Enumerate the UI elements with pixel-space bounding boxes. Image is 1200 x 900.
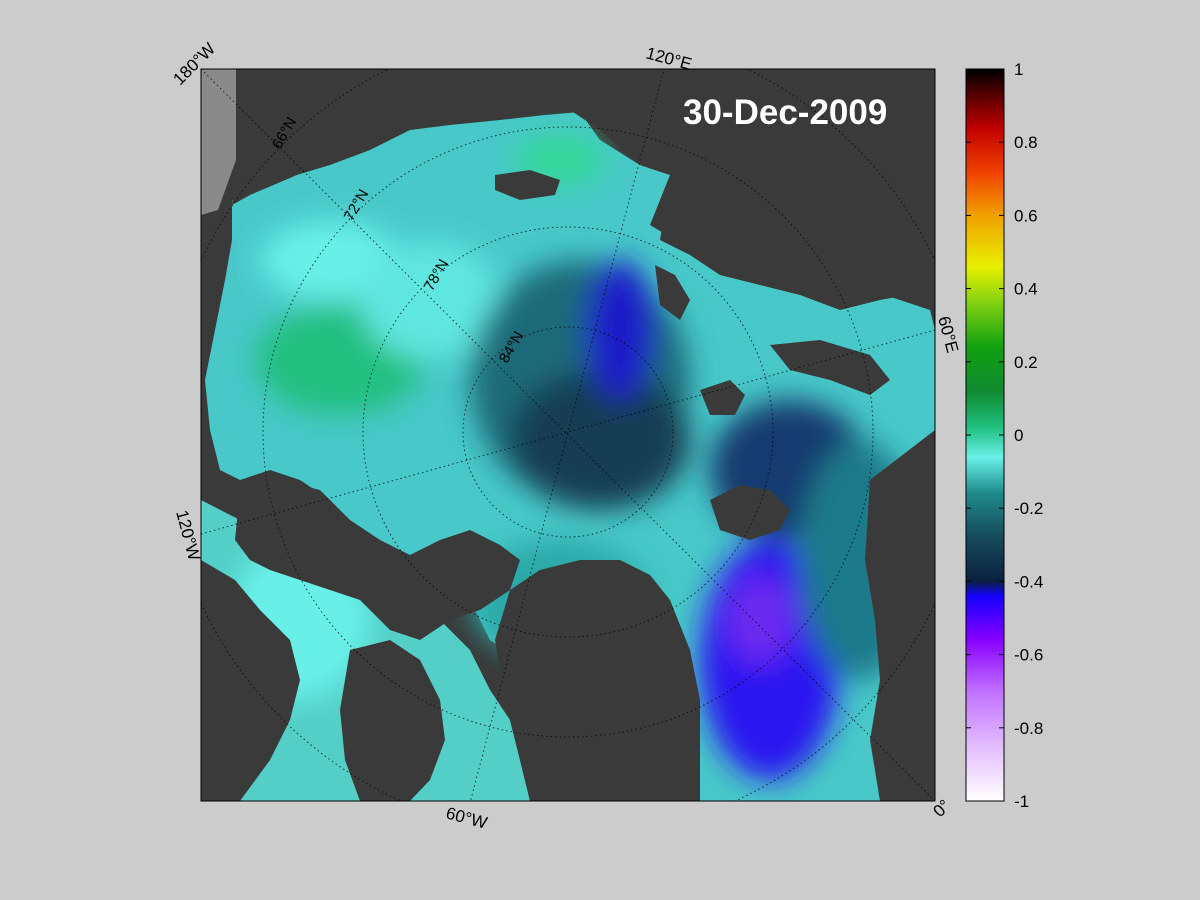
lon-label-120w: 120°W: [172, 508, 204, 562]
land-masses: [201, 69, 935, 801]
colorbar-tick-label: -0.2: [1014, 499, 1043, 518]
meridian-180-0: [201, 69, 935, 801]
colorbar-gradient: [965, 68, 1005, 802]
lat-circle-78n: [362, 226, 774, 638]
graticule: [201, 69, 935, 801]
ice-shelf-patch: [201, 69, 236, 215]
sea-ice-field: [201, 112, 935, 801]
colorbar-tick-label: 0.8: [1014, 133, 1038, 152]
franz-josef-land: [700, 380, 745, 415]
lon-label-60e: 60°E: [934, 314, 962, 355]
new-siberian-islands: [495, 170, 560, 200]
date-label: 30-Dec-2009: [683, 93, 887, 132]
colorbar-tick-label: -0.4: [1014, 572, 1043, 591]
colorbar: 1 0.8 0.6 0.4 0.2 0 -0.2 -0.4 -0.6 -0.8 -1: [965, 60, 1043, 811]
svalbard-land: [710, 485, 790, 540]
colorbar-tick-label: -1: [1014, 792, 1029, 811]
colorbar-tick-label: 1: [1014, 60, 1023, 79]
colorbar-tick-label: 0.2: [1014, 353, 1038, 372]
novaya-zemlya-land: [770, 340, 890, 395]
canadian-archipelago-land: [235, 480, 520, 640]
map-frame: [200, 68, 936, 802]
map-border: [200, 68, 936, 802]
lat-circle-72n: [262, 126, 874, 738]
siberia-land: [430, 69, 935, 310]
mainland-canada: [201, 560, 300, 801]
colorbar-ticks: 1 0.8 0.6 0.4 0.2 0 -0.2 -0.4 -0.6 -0.8 -1: [966, 60, 1043, 811]
meridian-60e-120w: [201, 329, 935, 535]
alaska-land: [232, 69, 430, 205]
baffin-island-land: [340, 640, 445, 801]
lon-label-60w: 60°W: [444, 804, 489, 833]
colorbar-tick-label: 0: [1014, 426, 1023, 445]
lat-circle-84n: [462, 326, 674, 538]
severnaya-zemlya-land: [655, 265, 690, 320]
scandinavia-land: [865, 430, 935, 801]
colorbar-tick-label: -0.8: [1014, 719, 1043, 738]
meridian-120e-60w: [469, 69, 665, 801]
colorbar-tick-label: 0.4: [1014, 280, 1038, 299]
colorbar-tick-label: 0.6: [1014, 206, 1038, 225]
colorbar-tick-label: -0.6: [1014, 646, 1043, 665]
